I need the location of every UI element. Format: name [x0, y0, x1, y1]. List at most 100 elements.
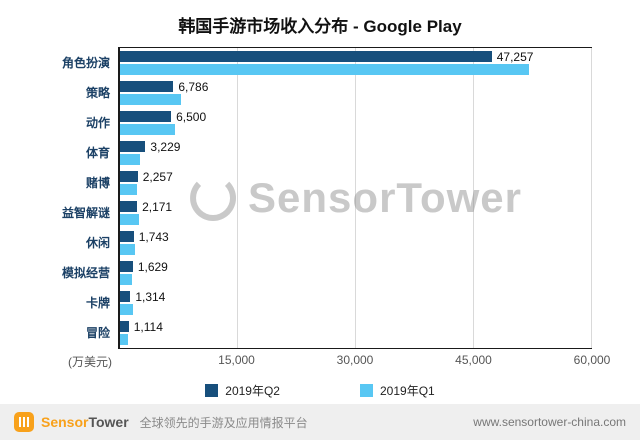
bar-q1: [120, 334, 128, 345]
bar-q1: [120, 94, 182, 105]
legend-label: 2019年Q2: [225, 384, 280, 398]
barline-q2: 2,171: [120, 199, 592, 214]
sensortower-footer-logo-icon: [14, 412, 34, 432]
barline-q2: 6,500: [120, 109, 592, 124]
category-label: 体育: [85, 145, 110, 160]
gridline: [473, 48, 474, 348]
bar-chart: 角色扮演 策略 动作 体育 赌博 益智解谜 休闲 模拟经营 卡牌 冒险 47,2…: [0, 47, 640, 349]
barline-q1: [120, 184, 592, 195]
footer-url[interactable]: www.sensortower-china.com: [473, 415, 626, 429]
barline-q1: [120, 124, 592, 135]
x-tick-label: 60,000: [573, 353, 611, 367]
barline-q1: [120, 274, 592, 285]
bar-q2: [120, 201, 138, 212]
chart-body: 角色扮演 策略 动作 体育 赌博 益智解谜 休闲 模拟经营 卡牌 冒险 47,2…: [12, 47, 592, 349]
x-tick-labels: 15,000 30,000 45,000 60,000: [118, 353, 610, 369]
legend-swatch: [205, 384, 219, 397]
barline-q1: [120, 94, 592, 105]
bar-value-label: 1,314: [135, 289, 166, 304]
bar-q2: [120, 81, 174, 92]
barline-q1: [120, 334, 592, 345]
barline-q2: 1,629: [120, 259, 592, 274]
barline-q2: 1,314: [120, 289, 592, 304]
category-label: 模拟经营: [61, 265, 110, 280]
barline-q2: 1,743: [120, 229, 592, 244]
chart-row: 6,500: [120, 108, 592, 138]
chart-row: 1,314: [120, 288, 592, 318]
chart-row: 47,257: [120, 48, 592, 78]
x-axis: (万美元) 15,000 30,000 45,000 60,000: [0, 353, 640, 370]
chart-row: 1,743: [120, 228, 592, 258]
category-label: 赌博: [85, 175, 110, 190]
category-label: 角色扮演: [61, 55, 110, 70]
bar-q2: [120, 51, 492, 62]
chart-row: 2,171: [120, 198, 592, 228]
tower-glyph-icon: [19, 417, 29, 427]
chart-row: 2,257: [120, 168, 592, 198]
barline-q2: 6,786: [120, 79, 592, 94]
bars-layer: 47,257 6,786 6,500 3,229: [120, 48, 592, 348]
chart-row: 1,114: [120, 318, 592, 348]
footer-brand-tower: Tower: [88, 414, 129, 430]
bar-q1: [120, 184, 137, 195]
category-label: 策略: [85, 85, 110, 100]
footer-tagline: 全球领先的手游及应用情报平台: [139, 415, 308, 430]
legend-item: 2019年Q2: [205, 382, 280, 399]
category-label: 冒险: [85, 325, 110, 340]
footer-brand-group: SensorTower 全球领先的手游及应用情报平台: [14, 412, 308, 432]
bar-value-label: 6,786: [178, 79, 209, 94]
chart-row: 3,229: [120, 138, 592, 168]
bar-q1: [120, 124, 176, 135]
bar-q2: [120, 291, 131, 302]
barline-q1: [120, 214, 592, 225]
plot-area: 47,257 6,786 6,500 3,229: [118, 47, 592, 349]
bar-value-label: 2,171: [142, 199, 173, 214]
bar-q1: [120, 244, 135, 255]
x-tick-label: 45,000: [455, 353, 492, 367]
bar-q2: [120, 171, 138, 182]
category-label: 休闲: [85, 235, 110, 250]
legend: 2019年Q2 2019年Q1: [0, 382, 640, 399]
legend-swatch: [360, 384, 373, 397]
bar-value-label: 3,229: [150, 139, 181, 154]
barline-q2: 1,114: [120, 319, 592, 334]
bar-value-label: 6,500: [176, 109, 207, 124]
bar-q2: [120, 111, 172, 122]
bar-value-label: 1,743: [138, 229, 169, 244]
footer-bar: SensorTower 全球领先的手游及应用情报平台 www.sensortow…: [0, 404, 640, 440]
bar-value-label: 47,257: [496, 49, 534, 64]
barline-q1: [120, 64, 592, 75]
legend-label: 2019年Q1: [380, 384, 435, 398]
bar-value-label: 2,257: [142, 169, 173, 184]
category-label: 卡牌: [85, 295, 110, 310]
x-tick-label: 15,000: [218, 353, 255, 367]
barline-q2: 3,229: [120, 139, 592, 154]
x-axis-unit: (万美元): [68, 355, 112, 369]
category-label: 益智解谜: [61, 205, 110, 220]
gridline: [237, 48, 238, 348]
bar-q2: [120, 321, 129, 332]
bar-q2: [120, 231, 134, 242]
barline-q1: [120, 154, 592, 165]
x-tick-label: 30,000: [336, 353, 374, 367]
bar-q1: [120, 154, 141, 165]
gridline: [591, 48, 592, 348]
barline-q1: [120, 304, 592, 315]
legend-item: 2019年Q1: [360, 382, 435, 399]
y-axis-labels: 角色扮演 策略 动作 体育 赌博 益智解谜 休闲 模拟经营 卡牌 冒险: [12, 47, 118, 349]
chart-title: 韩国手游市场收入分布 - Google Play: [178, 17, 462, 36]
bar-q1: [120, 64, 530, 75]
bar-q2: [120, 141, 146, 152]
bar-value-label: 1,629: [137, 259, 168, 274]
bar-q2: [120, 261, 133, 272]
barline-q1: [120, 244, 592, 255]
gridlines: [120, 48, 592, 348]
footer-brand: SensorTower: [41, 414, 129, 430]
bar-value-label: 1,114: [133, 319, 163, 334]
bar-q1: [120, 274, 132, 285]
bar-q1: [120, 304, 133, 315]
gridline: [355, 48, 356, 348]
page: 韩国手游市场收入分布 - Google Play 角色扮演 策略 动作 体育 赌…: [0, 12, 640, 440]
chart-row: 1,629: [120, 258, 592, 288]
category-label: 动作: [85, 115, 110, 130]
